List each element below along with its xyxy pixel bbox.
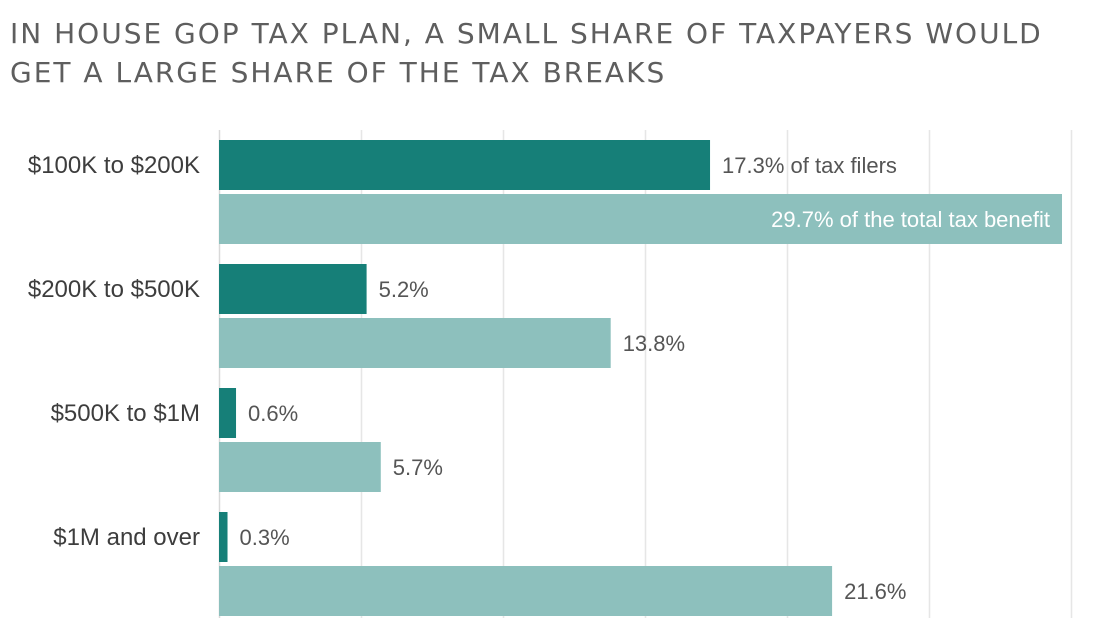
chart-title: In House GOP tax plan, a small share of … <box>10 17 1043 89</box>
data-label: 0.6% <box>248 401 298 426</box>
data-label: 29.7% of the total tax benefit <box>771 207 1050 232</box>
bar-tax-benefit <box>219 566 833 616</box>
category-label: $200K to $500K <box>28 276 200 303</box>
category-label: $1M and over <box>53 524 200 551</box>
category-label: $100K to $200K <box>28 152 200 179</box>
data-label: 17.3% of tax filers <box>722 153 897 178</box>
bar-tax-filers <box>219 264 367 314</box>
bar-tax-benefit <box>219 194 1062 244</box>
data-label: 5.7% <box>393 455 443 480</box>
data-label: 5.2% <box>379 277 429 302</box>
bar-tax-filers <box>219 512 228 562</box>
bars <box>219 140 1062 616</box>
bar-tax-benefit <box>219 318 611 368</box>
bar-tax-benefit <box>219 442 381 492</box>
data-label: 0.3% <box>240 525 290 550</box>
bar-tax-filers <box>219 388 237 438</box>
labels: $100K to $200K 17.3% of tax filers 29.7% o… <box>28 152 1050 604</box>
bar-tax-filers <box>219 140 711 190</box>
data-label: 21.6% <box>844 579 906 604</box>
category-label: $500K to $1M <box>51 400 200 427</box>
data-label: 13.8% <box>623 331 685 356</box>
